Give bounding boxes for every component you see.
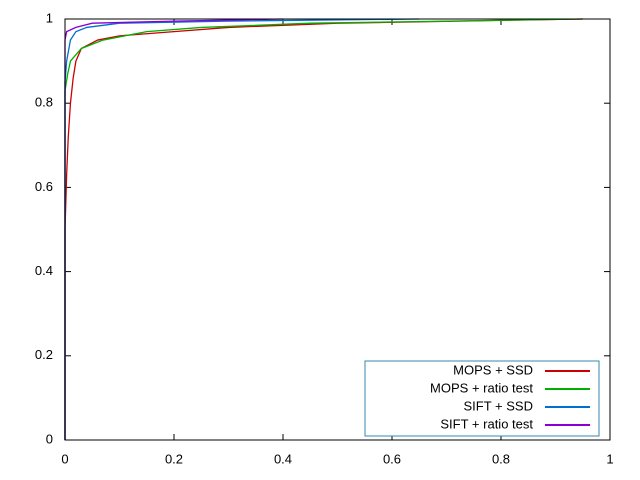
legend-label: SIFT + ratio test	[440, 416, 533, 431]
plot-border	[64, 18, 611, 441]
x-tick-label: 1	[606, 451, 613, 466]
x-tick-label: 0.6	[383, 451, 401, 466]
y-tick-label: 0.6	[35, 179, 53, 194]
y-tick-label: 1	[46, 10, 53, 25]
y-tick-label: 0.8	[35, 95, 53, 110]
series-line	[64, 18, 583, 440]
x-tick-label: 0.4	[274, 451, 292, 466]
legend-box	[364, 360, 600, 437]
x-tick-label: 0	[61, 451, 68, 466]
legend-label: SIFT + SSD	[464, 398, 533, 413]
y-tick-label: 0	[46, 431, 53, 446]
x-tick-label: 0.2	[165, 451, 183, 466]
y-tick-label: 0.4	[35, 263, 53, 278]
series-line	[64, 18, 583, 440]
legend-label: MOPS + ratio test	[430, 380, 533, 395]
legend-label: MOPS + SSD	[453, 362, 533, 377]
series-line	[64, 18, 284, 440]
y-tick-label: 0.2	[35, 347, 53, 362]
x-tick-label: 0.8	[492, 451, 510, 466]
